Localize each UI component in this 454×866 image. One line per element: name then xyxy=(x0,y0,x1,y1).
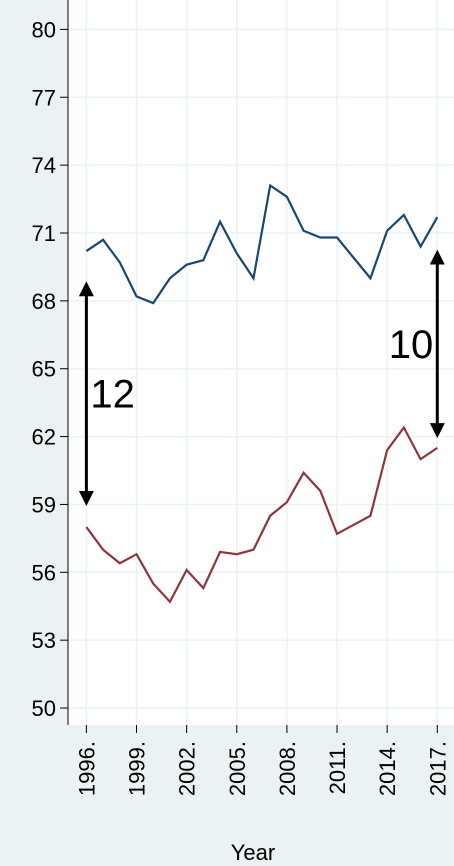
x-tick-label: 2011. xyxy=(325,741,350,794)
series-line xyxy=(85,183,439,305)
y-tick-label: 65 xyxy=(32,357,56,382)
series-line xyxy=(85,425,438,604)
y-tick-label: 74 xyxy=(32,153,56,178)
y-tick-label: 62 xyxy=(32,425,56,450)
y-tick-label: 80 xyxy=(32,17,56,42)
x-tick-label: 2005. xyxy=(225,741,250,796)
annotation-label: 10 xyxy=(389,323,434,367)
y-tick-label: 59 xyxy=(32,492,56,517)
y-tick-label: 50 xyxy=(32,696,56,721)
x-tick-label: 2008. xyxy=(275,741,300,796)
x-axis-title: Year xyxy=(231,840,275,865)
x-tick-label: 2014. xyxy=(375,741,400,796)
y-tick-label: 77 xyxy=(32,85,56,110)
y-tick-label: 71 xyxy=(32,221,56,246)
annotation-label: 12 xyxy=(90,373,135,417)
plot-area xyxy=(68,0,454,725)
x-tick-label: 2017. xyxy=(425,741,450,796)
y-tick-label: 56 xyxy=(32,560,56,585)
x-tick-label: 1996. xyxy=(74,741,99,796)
y-tick-label: 53 xyxy=(32,628,56,653)
x-tick-label: 1999. xyxy=(125,741,150,796)
x-tick-label: 2002. xyxy=(175,741,200,796)
y-tick-label: 68 xyxy=(32,289,56,314)
